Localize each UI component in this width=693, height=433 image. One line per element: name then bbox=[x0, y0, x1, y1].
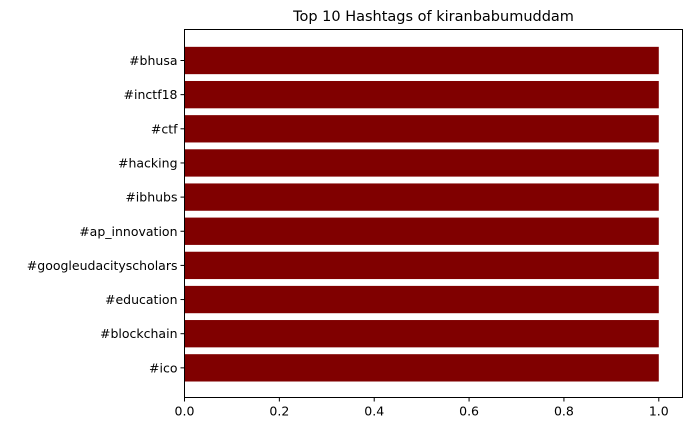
bar-bhusa bbox=[184, 46, 659, 75]
bar-ap_innovation bbox=[184, 217, 659, 245]
bar-ibhubs bbox=[184, 183, 659, 211]
bar-ctf bbox=[184, 115, 659, 143]
y-tick-label: #ico bbox=[149, 360, 177, 375]
y-tick-label: #googleudacityscholars bbox=[27, 258, 178, 273]
plot-frame bbox=[184, 29, 683, 398]
x-axis-ticks: 0.0 0.2 0.4 0.6 0.8 1.0 bbox=[175, 397, 669, 419]
x-tick-label: 0.8 bbox=[554, 404, 574, 419]
y-tick-label: #ibhubs bbox=[125, 190, 177, 205]
bar-group bbox=[184, 46, 659, 382]
y-tick-label: #bhusa bbox=[129, 53, 177, 68]
y-tick-label: #blockchain bbox=[100, 326, 178, 341]
y-tick-label: #hacking bbox=[118, 155, 178, 170]
bar-inctf18 bbox=[184, 80, 659, 109]
y-tick-label: #ctf bbox=[151, 121, 178, 136]
bar-ico bbox=[184, 354, 659, 382]
x-tick-label: 0.6 bbox=[459, 404, 479, 419]
y-tick-label: #education bbox=[105, 292, 178, 307]
bar-blockchain bbox=[184, 320, 659, 348]
bar-googleudacityscholars bbox=[184, 251, 659, 280]
y-tick-label: #ap_innovation bbox=[79, 224, 177, 239]
y-axis-ticks: #bhusa #inctf18 #ctf #hacking #ibhubs #ap_inn… bbox=[27, 53, 185, 375]
bar-hacking bbox=[184, 149, 659, 177]
chart-title: Top 10 Hashtags of kiranbabumuddam bbox=[292, 9, 574, 25]
x-tick-label: 0.4 bbox=[364, 404, 384, 419]
x-tick-label: 1.0 bbox=[649, 404, 669, 419]
bar-education bbox=[184, 285, 659, 314]
x-tick-label: 0.2 bbox=[269, 404, 289, 419]
x-tick-label: 0.0 bbox=[175, 404, 195, 419]
y-tick-label: #inctf18 bbox=[124, 87, 178, 102]
